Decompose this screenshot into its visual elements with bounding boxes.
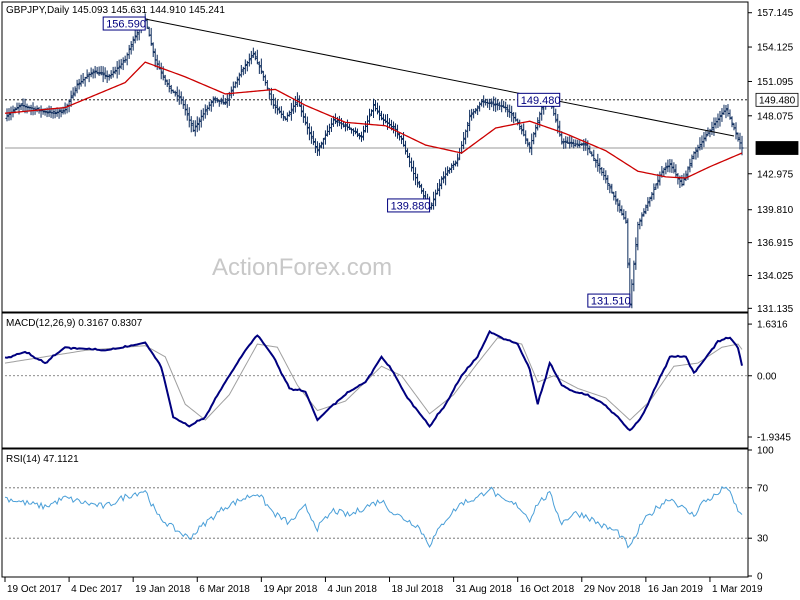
price-y-tick-label: 134.025 xyxy=(757,271,794,282)
price-y-tick-label: 136.915 xyxy=(757,238,794,249)
macd-y-tick-label: 1.6316 xyxy=(757,320,788,331)
x-tick-label: 18 Jul 2018 xyxy=(392,584,444,595)
price-y-tick-label: 157.145 xyxy=(757,8,794,19)
price-header: GBPJPY,Daily 145.093 145.631 144.910 145… xyxy=(6,5,225,16)
rsi-panel-frame xyxy=(1,448,749,578)
rsi-y-tick-label: 70 xyxy=(757,483,769,494)
x-tick-label: 16 Jan 2019 xyxy=(648,584,703,595)
x-tick-label: 4 Dec 2017 xyxy=(71,584,123,595)
axis-layer: 157.145 154.125 151.095 148.075 142.975 139.8… xyxy=(4,8,799,595)
x-tick-label: 6 Mar 2018 xyxy=(199,584,250,595)
x-tick-label: 29 Nov 2018 xyxy=(584,584,641,595)
price-axis-tag xyxy=(755,141,799,155)
trendline xyxy=(145,18,735,137)
rsi-layer xyxy=(4,485,748,549)
price-panel-frame xyxy=(1,1,749,313)
price-callout-label: 139.880 xyxy=(391,200,431,212)
x-tick-label: 31 Aug 2018 xyxy=(456,584,513,595)
price-y-tick-label: 131.135 xyxy=(757,304,794,315)
x-tick-label: 19 Oct 2017 xyxy=(7,584,62,595)
price-callout-box xyxy=(387,198,431,213)
x-tick-label: 19 Jan 2018 xyxy=(135,584,190,595)
rsi-header: RSI(14) 47.1121 xyxy=(6,454,79,465)
price-axis-tag-label: 145.241 xyxy=(759,144,796,155)
macd-layer xyxy=(4,329,748,432)
rsi-line xyxy=(4,485,743,549)
macd-line xyxy=(4,329,743,432)
rsi-y-tick-label: 100 xyxy=(757,446,774,457)
x-tick-label: 19 Apr 2018 xyxy=(263,584,317,595)
price-callout-box xyxy=(517,92,561,107)
macd-y-tick-label: -1.9345 xyxy=(757,433,791,444)
x-tick-label: 16 Oct 2018 xyxy=(520,584,575,595)
x-tick-label: 1 Mar 2019 xyxy=(712,584,763,595)
watermark: ActionForex.com xyxy=(212,254,392,281)
macd-y-tick-label: 0.00 xyxy=(757,371,777,382)
rsi-y-tick-label: 30 xyxy=(757,534,769,545)
price-y-tick-label: 142.975 xyxy=(757,169,794,180)
rsi-y-tick-label: 0 xyxy=(757,572,763,583)
price-y-tick-label: 139.810 xyxy=(757,205,794,216)
macd-signal-line xyxy=(4,337,743,421)
macd-panel-frame xyxy=(1,312,749,449)
price-callout-box xyxy=(587,293,631,308)
price-y-tick-label: 154.125 xyxy=(757,43,794,54)
moving-average-line xyxy=(4,61,743,179)
macd-header: MACD(12,26,9) 0.3167 0.8307 xyxy=(6,318,143,329)
price-y-tick-label: 151.095 xyxy=(757,77,794,88)
price-callout-box xyxy=(102,16,146,31)
price-y-tick-label: 148.075 xyxy=(757,111,794,122)
price-callout-label: 131.510 xyxy=(591,296,631,308)
price-layer: 156.590 149.480 139.880 131.510 xyxy=(4,13,748,309)
price-callout-label: 149.480 xyxy=(521,95,561,107)
price-callout-label: 156.590 xyxy=(106,19,146,31)
price-axis-tag xyxy=(755,92,799,107)
x-tick-label: 4 Jun 2018 xyxy=(327,584,377,595)
price-axis-tag-label: 149.480 xyxy=(759,95,796,106)
